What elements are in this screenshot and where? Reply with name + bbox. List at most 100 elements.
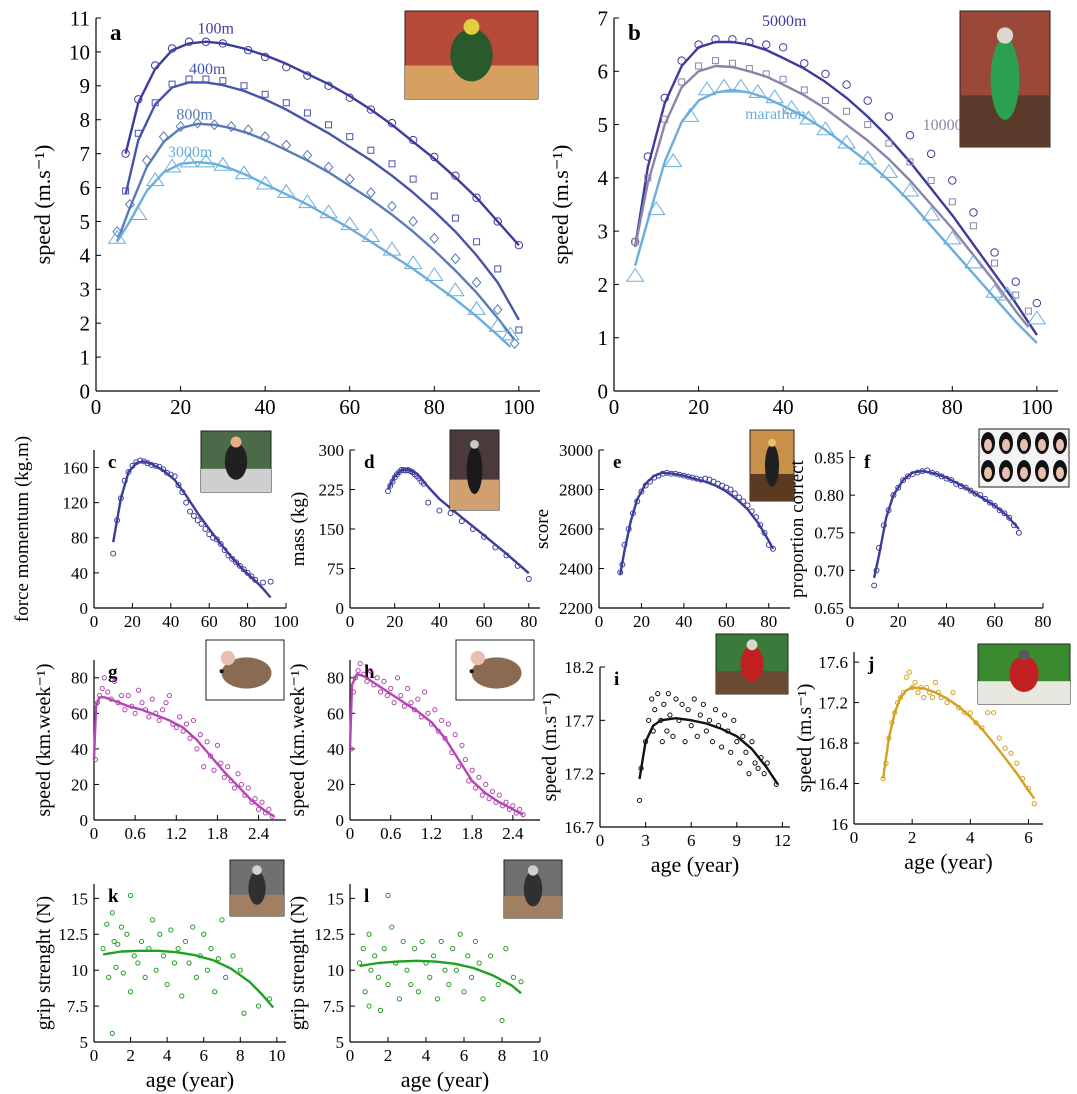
data-point bbox=[685, 473, 692, 480]
x-tick-label: 0 bbox=[91, 395, 102, 419]
data-point bbox=[282, 62, 291, 72]
data-point bbox=[755, 765, 761, 771]
data-point bbox=[973, 720, 979, 726]
data-point bbox=[997, 286, 1017, 301]
data-point bbox=[694, 733, 700, 739]
data-point bbox=[201, 37, 211, 46]
data-point bbox=[364, 678, 370, 684]
data-point bbox=[408, 215, 419, 228]
data-point bbox=[672, 470, 679, 477]
x-tick-label: 100 bbox=[273, 612, 299, 631]
x-tick-label: 0 bbox=[346, 824, 355, 843]
data-point bbox=[677, 56, 686, 65]
data-point bbox=[366, 1003, 372, 1009]
data-point bbox=[885, 507, 892, 514]
data-point bbox=[360, 946, 366, 952]
data-point bbox=[895, 699, 901, 706]
data-point bbox=[682, 739, 688, 745]
data-point bbox=[365, 187, 376, 199]
data-point bbox=[112, 226, 123, 238]
data-point bbox=[192, 117, 203, 129]
data-point bbox=[106, 974, 112, 980]
data-point bbox=[743, 749, 749, 755]
data-point bbox=[262, 810, 269, 816]
series-d bbox=[385, 467, 532, 583]
face bbox=[1038, 467, 1046, 479]
data-point bbox=[722, 712, 728, 718]
data-point bbox=[706, 717, 713, 723]
fit-curve bbox=[112, 460, 272, 599]
data-point bbox=[503, 552, 510, 559]
data-point bbox=[259, 799, 265, 805]
data-point bbox=[652, 707, 658, 713]
data-point bbox=[160, 466, 167, 473]
data-point bbox=[427, 974, 433, 980]
data-point bbox=[204, 967, 210, 973]
data-point bbox=[160, 953, 167, 959]
data-point bbox=[180, 728, 186, 734]
data-point bbox=[233, 559, 240, 566]
data-point bbox=[821, 69, 830, 79]
data-point bbox=[664, 728, 670, 734]
data-point bbox=[636, 797, 643, 803]
data-point bbox=[207, 753, 214, 759]
y-tick-label: 225 bbox=[319, 480, 345, 499]
data-point bbox=[871, 582, 878, 589]
data-point bbox=[355, 668, 361, 674]
data-point bbox=[387, 200, 397, 212]
data-point bbox=[99, 685, 105, 692]
data-point bbox=[237, 967, 243, 973]
data-point bbox=[249, 799, 255, 805]
x-tick-label: 60 bbox=[986, 612, 1003, 631]
x-tick-label: 40 bbox=[938, 612, 955, 631]
y-tick-label: 60 bbox=[71, 704, 88, 723]
data-point bbox=[779, 75, 787, 83]
data-point bbox=[135, 687, 142, 693]
data-point bbox=[749, 739, 755, 745]
y-tick-label: 16.7 bbox=[564, 818, 594, 837]
y-tick-label: 3000 bbox=[559, 441, 593, 460]
data-point bbox=[469, 526, 476, 532]
data-point bbox=[398, 692, 404, 699]
data-point bbox=[198, 520, 205, 527]
data-point bbox=[1001, 510, 1008, 517]
y-axis-label: grip strenght (N) bbox=[33, 896, 55, 1030]
data-point bbox=[145, 172, 165, 187]
data-point bbox=[457, 931, 463, 937]
data-point bbox=[158, 131, 169, 143]
x-axis-label: age (year) bbox=[401, 1067, 490, 1092]
data-point bbox=[709, 739, 716, 745]
panel-e: 0 20 40 60 80 2200 2400 2600 2800 3000 score e bbox=[532, 441, 790, 631]
data-point bbox=[415, 989, 422, 995]
data-point bbox=[124, 931, 130, 937]
data-point bbox=[800, 86, 808, 94]
data-point bbox=[495, 981, 501, 988]
data-point bbox=[118, 924, 125, 930]
photo-ground bbox=[230, 894, 284, 916]
x-tick-label: 60 bbox=[339, 395, 360, 419]
data-point bbox=[455, 764, 462, 770]
data-point bbox=[183, 721, 190, 727]
data-point bbox=[120, 970, 126, 976]
data-point bbox=[942, 230, 962, 245]
data-point bbox=[765, 89, 785, 104]
data-point bbox=[128, 205, 148, 220]
data-point bbox=[190, 512, 197, 519]
horse-racing-photo bbox=[715, 633, 789, 695]
data-point bbox=[404, 967, 410, 973]
x-tick-label: 40 bbox=[431, 612, 448, 631]
photo-head bbox=[470, 439, 479, 449]
fit-curve bbox=[359, 959, 522, 995]
data-point bbox=[419, 938, 425, 945]
data-point bbox=[659, 739, 665, 745]
data-point bbox=[214, 742, 221, 748]
data-point bbox=[187, 508, 193, 515]
x-tick-label: 10 bbox=[532, 1046, 549, 1065]
data-point bbox=[950, 689, 956, 696]
data-point bbox=[879, 163, 899, 178]
y-tick-label: 7 bbox=[80, 142, 91, 166]
lemur-photo bbox=[503, 859, 563, 919]
data-point bbox=[703, 728, 710, 734]
data-point bbox=[728, 35, 737, 44]
data-point bbox=[517, 806, 523, 812]
